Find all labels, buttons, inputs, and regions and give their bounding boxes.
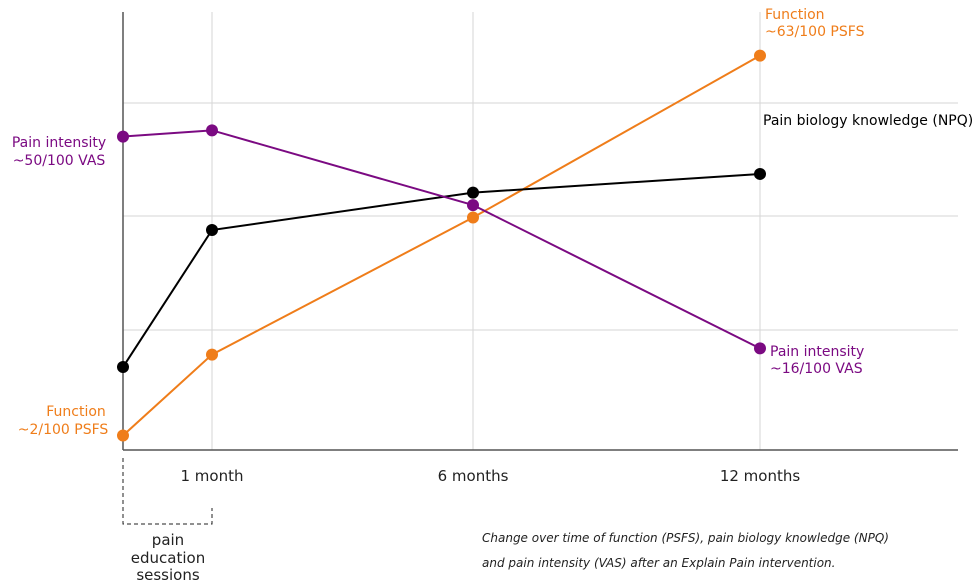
education-bracket: pain education sessions <box>122 458 213 583</box>
function-start-label-line-1: Function <box>46 404 106 420</box>
pain-point <box>117 130 129 143</box>
knowledge-series <box>117 167 766 374</box>
grid <box>123 12 958 450</box>
axes <box>122 12 958 451</box>
function-end-label-line-1: Function <box>765 7 825 23</box>
knowledge-line <box>122 172 761 368</box>
pain-line <box>122 129 761 350</box>
pain-end-label-line-2: ~16/100 VAS <box>770 361 863 377</box>
series-labels: Pain intensity ~50/100 VAS Function ~2/1… <box>12 7 973 438</box>
series-layer <box>117 49 766 442</box>
x-tick-labels: 1 month 6 months 12 months <box>181 467 801 485</box>
caption: Change over time of function (PSFS), pai… <box>482 531 889 570</box>
function-point <box>117 429 129 442</box>
pain-point <box>206 124 218 137</box>
x-tick-label-6-months: 6 months <box>438 467 509 485</box>
x-tick-label-1-month: 1 month <box>181 467 244 485</box>
function-start-label-line-2: ~2/100 PSFS <box>18 422 109 438</box>
function-point <box>206 348 218 361</box>
knowledge-point <box>117 361 129 374</box>
pain-start-label-line-1: Pain intensity <box>12 135 106 151</box>
pain-start-label-line-2: ~50/100 VAS <box>13 153 106 169</box>
pain-point <box>754 342 766 355</box>
knowledge-point <box>754 167 766 180</box>
education-label-line-3: sessions <box>136 566 200 583</box>
caption-line-1: Change over time of function (PSFS), pai… <box>482 531 889 545</box>
education-bracket-line <box>122 458 213 525</box>
pain-end-label-line-1: Pain intensity <box>770 344 864 360</box>
function-series <box>117 49 766 442</box>
x-tick-label-12-months: 12 months <box>720 467 801 485</box>
education-label-line-2: education <box>131 549 205 567</box>
knowledge-point <box>467 186 479 199</box>
caption-line-2: and pain intensity (VAS) after an Explai… <box>482 556 835 570</box>
function-point <box>467 211 479 224</box>
function-line <box>122 54 761 437</box>
pain-point <box>467 199 479 212</box>
function-end-label-line-2: ~63/100 PSFS <box>765 24 865 40</box>
education-label-line-1: pain <box>152 531 184 549</box>
knowledge-point <box>206 224 218 236</box>
pain-series <box>117 124 766 355</box>
function-point <box>754 49 766 62</box>
knowledge-end-label: Pain biology knowledge (NPQ) <box>763 113 973 129</box>
